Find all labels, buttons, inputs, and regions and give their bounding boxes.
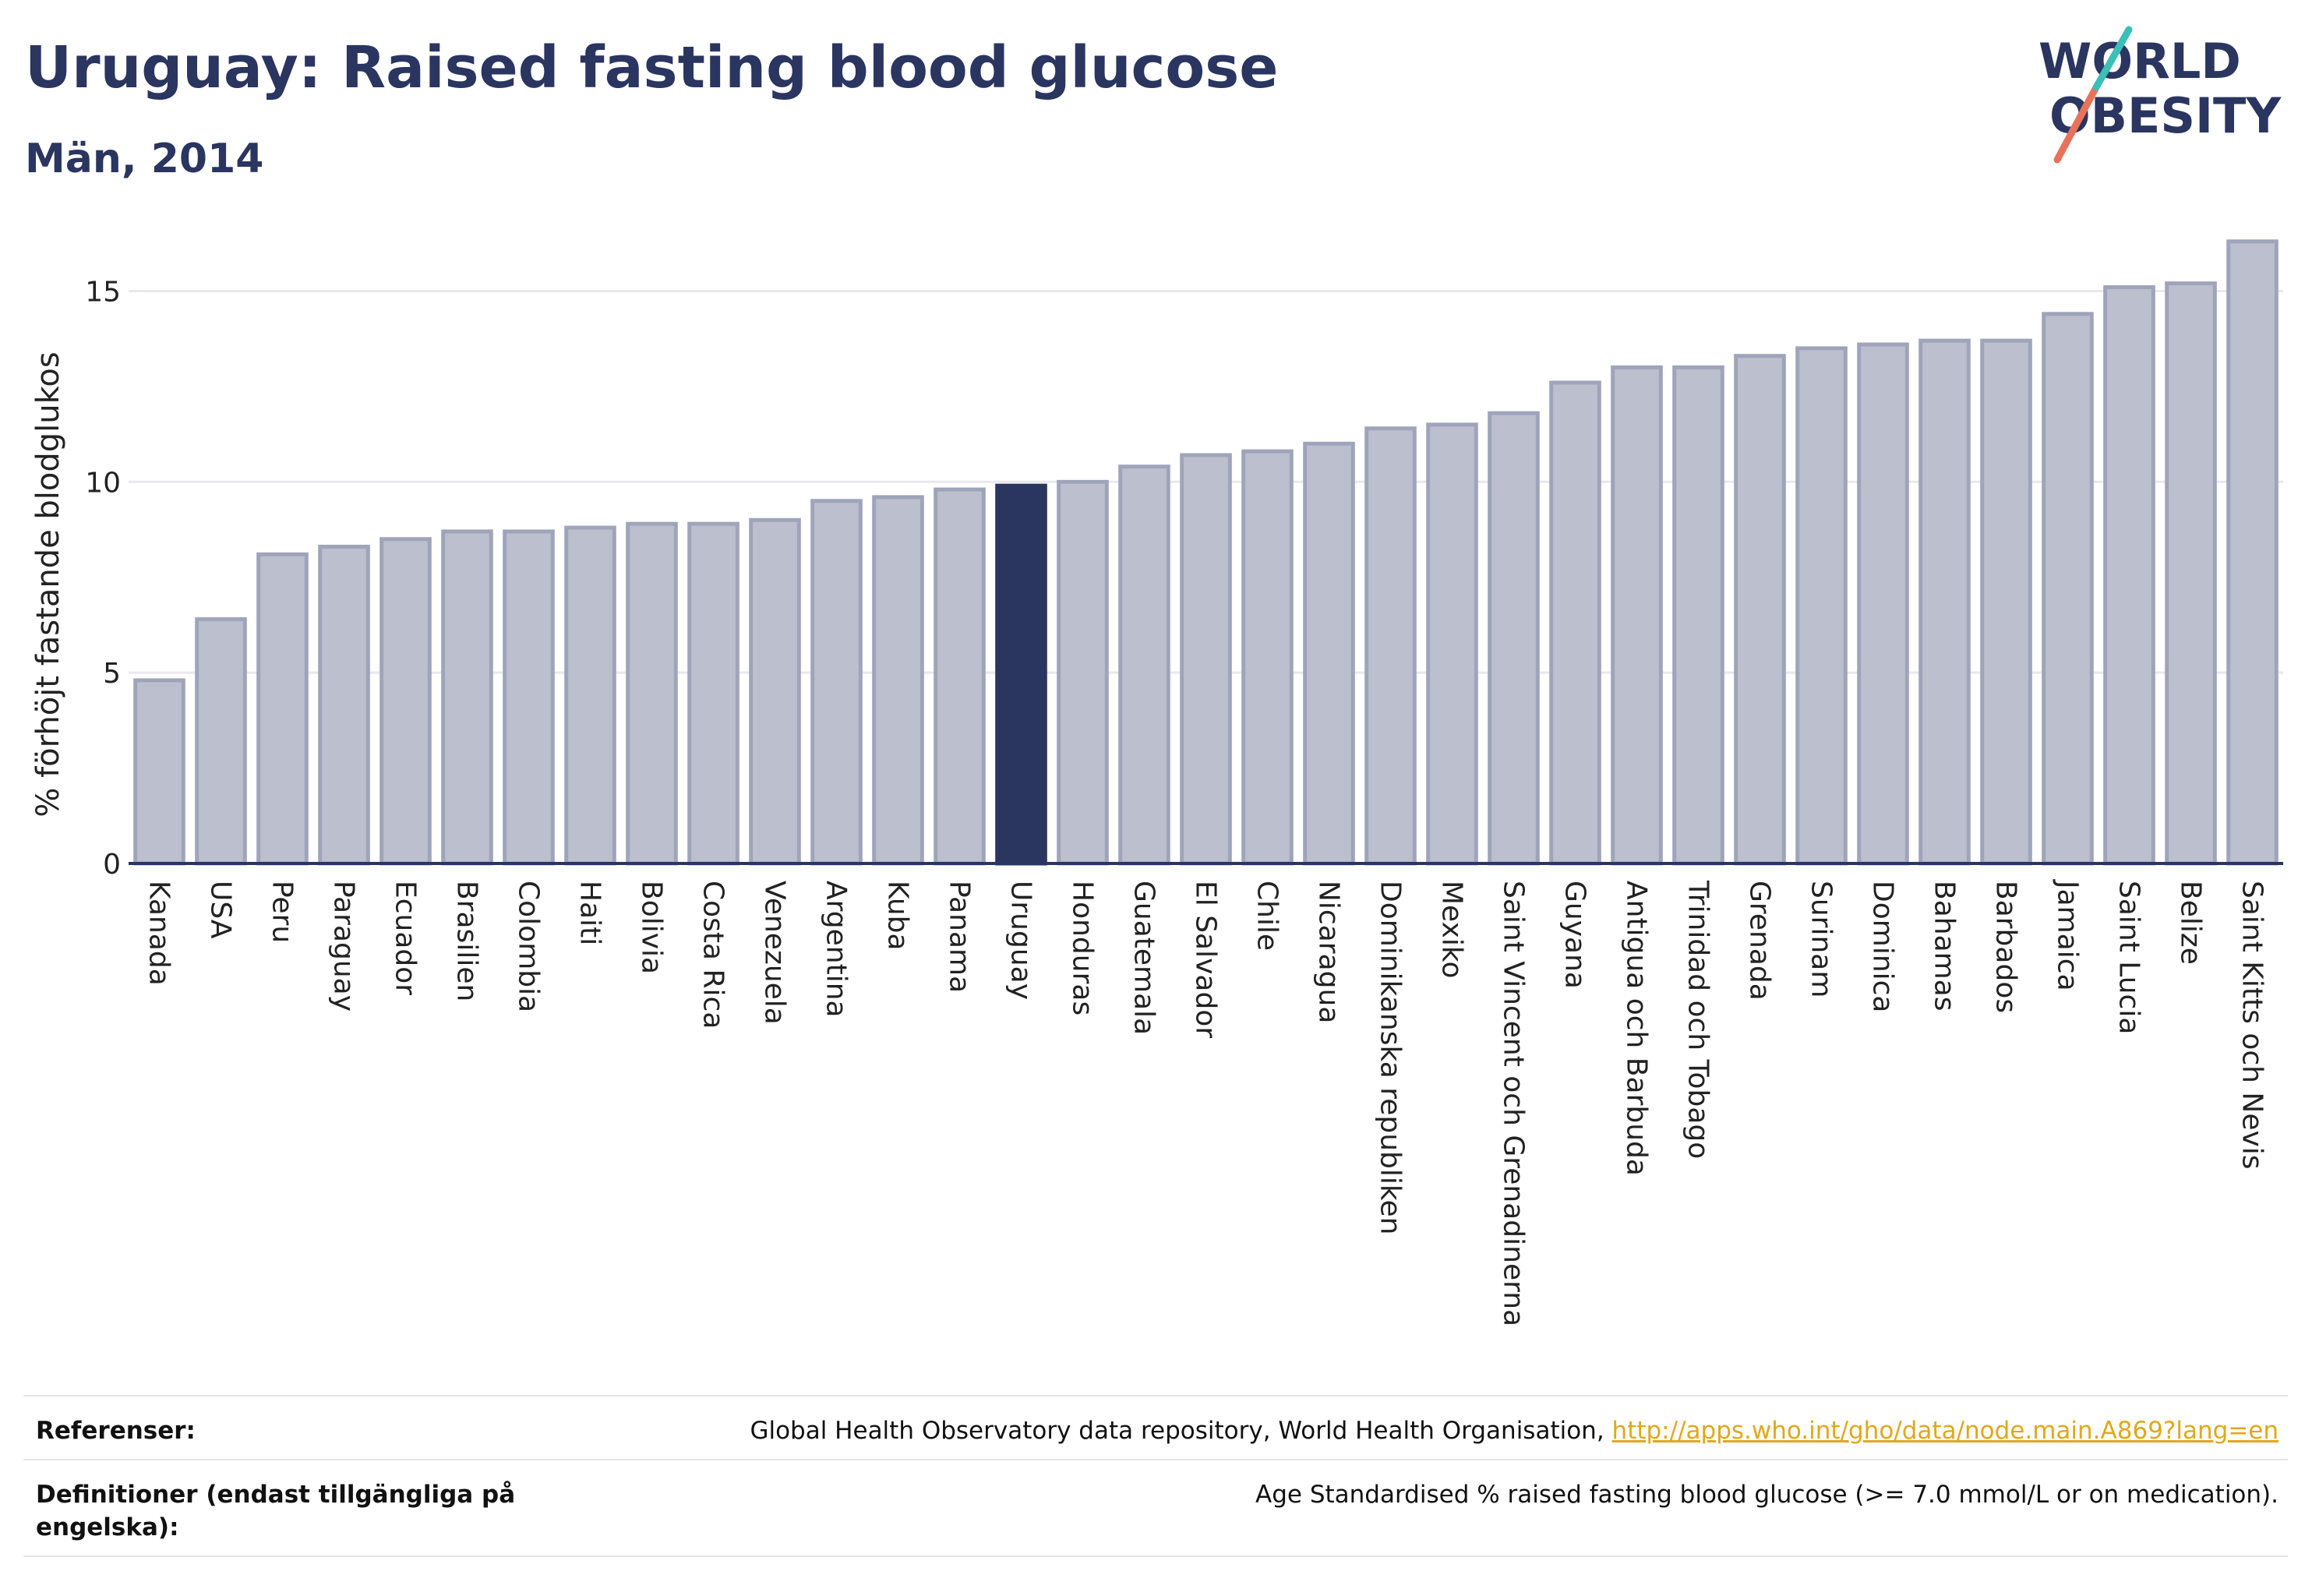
- bar-saint-lucia: [2103, 285, 2155, 866]
- x-tick-label: Peru: [267, 881, 298, 943]
- bar-chile: [1241, 449, 1294, 866]
- y-tick-label: 5: [103, 658, 121, 690]
- bar-dominica: [1857, 342, 1909, 866]
- bar-venezuela: [749, 517, 801, 866]
- references-text: Global Health Observatory data repositor…: [750, 1417, 1612, 1445]
- bar-guatemala: [1118, 464, 1170, 866]
- bar-uruguay: [995, 483, 1047, 866]
- x-tick-label: Mexiko: [1436, 881, 1468, 978]
- bars: [133, 239, 2279, 866]
- x-tick-label: Antigua och Barbuda: [1621, 881, 1653, 1176]
- bar-chart: 0 5 10 15 Kanada USA Peru Paraguay Ecuador Brasi…: [30, 239, 2283, 1326]
- y-axis-title: % förhöjt fastande blodglukos: [30, 351, 66, 817]
- x-tick-label: USA: [205, 881, 237, 939]
- bar-usa: [195, 617, 247, 866]
- x-tick-label: Paraguay: [328, 881, 360, 1012]
- bar-honduras: [1057, 479, 1109, 866]
- x-tick-label: Kuba: [882, 881, 914, 951]
- chart-subtitle: Män, 2014: [25, 136, 264, 182]
- bar-colombia: [503, 529, 555, 866]
- bar-peru: [256, 552, 309, 866]
- bar-trinidad-och-tobago: [1672, 365, 1724, 866]
- bar-kuba: [872, 495, 924, 866]
- x-tick-label: Venezuela: [759, 881, 791, 1025]
- axes: 0 5 10 15: [85, 276, 2283, 881]
- x-tick-label: Saint Kitts och Nevis: [2236, 881, 2268, 1170]
- bar-haiti: [564, 525, 616, 866]
- x-tick-label: Panama: [944, 881, 976, 993]
- definitions-value: Age Standardised % raised fasting blood …: [1255, 1480, 2279, 1509]
- x-tick-label: Saint Lucia: [2113, 881, 2145, 1034]
- bar-el-salvador: [1180, 453, 1232, 866]
- x-tick-label: Chile: [1251, 881, 1283, 951]
- bar-paraguay: [318, 545, 370, 866]
- footer-table: Referenser: Global Health Observatory da…: [23, 1395, 2288, 1557]
- bar-bolivia: [626, 521, 678, 866]
- references-value: Global Health Observatory data repositor…: [750, 1415, 2279, 1448]
- x-tick-label: Nicaragua: [1313, 881, 1345, 1023]
- bar-dominikanska-republiken: [1364, 426, 1417, 866]
- bar-panama: [934, 487, 986, 866]
- x-tick-label: Dominica: [1867, 881, 1899, 1013]
- bar-grenada: [1734, 354, 1786, 866]
- bar-antigua-och-barbuda: [1611, 365, 1663, 866]
- references-link[interactable]: http://apps.who.int/gho/data/node.main.A…: [1611, 1417, 2279, 1445]
- bar-costa-rica: [687, 521, 740, 866]
- bar-argentina: [810, 499, 863, 866]
- x-tick-label: Bolivia: [636, 881, 668, 974]
- y-tick-label: 15: [85, 276, 121, 308]
- x-tick-label: Surinam: [1806, 881, 1837, 998]
- x-tick-label: Kanada: [143, 881, 175, 986]
- x-tick-label: Guyana: [1559, 881, 1591, 989]
- x-tick-label: Dominikanska republiken: [1375, 881, 1407, 1234]
- x-tick-label: Brasilien: [451, 881, 483, 1001]
- x-tick-label: El Salvador: [1190, 881, 1222, 1038]
- bar-mexiko: [1426, 422, 1478, 866]
- bar-ecuador: [379, 537, 432, 866]
- definitions-row: Definitioner (endast tillgängliga på eng…: [23, 1458, 2288, 1557]
- bar-brasilien: [441, 529, 493, 866]
- bar-saint-vincent-och-grenadinerna: [1488, 411, 1540, 866]
- category-labels: Kanada USA Peru Paraguay Ecuador Brasilien Col…: [143, 879, 2268, 1326]
- references-row: Referenser: Global Health Observatory da…: [23, 1395, 2288, 1459]
- references-label: Referenser:: [36, 1417, 196, 1445]
- x-tick-label: Uruguay: [1005, 881, 1037, 1000]
- x-tick-label: Jamaica: [2052, 879, 2084, 991]
- x-tick-label: Barbados: [1990, 881, 2022, 1013]
- bar-kanada: [133, 678, 185, 866]
- y-tick-label: 0: [103, 849, 121, 881]
- y-tick-label: 10: [85, 467, 121, 499]
- bar-belize: [2165, 281, 2217, 866]
- chart-title: Uruguay: Raised fasting blood glucose: [25, 34, 1279, 101]
- bar-nicaragua: [1303, 441, 1355, 866]
- bar-bahamas: [1918, 338, 1971, 866]
- bar-surinam: [1795, 346, 1848, 866]
- x-tick-label: Guatemala: [1128, 881, 1160, 1035]
- x-tick-label: Grenada: [1744, 881, 1776, 1001]
- x-tick-label: Belize: [2175, 881, 2207, 965]
- bar-saint-kitts-och-nevis: [2226, 239, 2279, 866]
- svg-text:WORLD: WORLD: [2038, 33, 2241, 90]
- x-tick-label: Ecuador: [390, 881, 422, 995]
- bar-jamaica: [2042, 312, 2094, 866]
- world-obesity-logo: WORLD OBESITY: [2038, 26, 2282, 164]
- x-tick-label: Costa Rica: [697, 881, 729, 1029]
- x-tick-label: Honduras: [1067, 881, 1099, 1015]
- definitions-label: Definitioner (endast tillgängliga på eng…: [36, 1480, 516, 1541]
- x-tick-label: Haiti: [574, 881, 606, 945]
- x-tick-label: Colombia: [513, 881, 545, 1012]
- bar-guyana: [1549, 380, 1601, 866]
- bar-barbados: [1980, 338, 2032, 866]
- x-tick-label: Bahamas: [1929, 881, 1961, 1012]
- x-tick-label: Argentina: [821, 881, 852, 1018]
- x-tick-label: Trinidad och Tobago: [1682, 880, 1714, 1159]
- x-tick-label: Saint Vincent och Grenadinerna: [1498, 881, 1530, 1326]
